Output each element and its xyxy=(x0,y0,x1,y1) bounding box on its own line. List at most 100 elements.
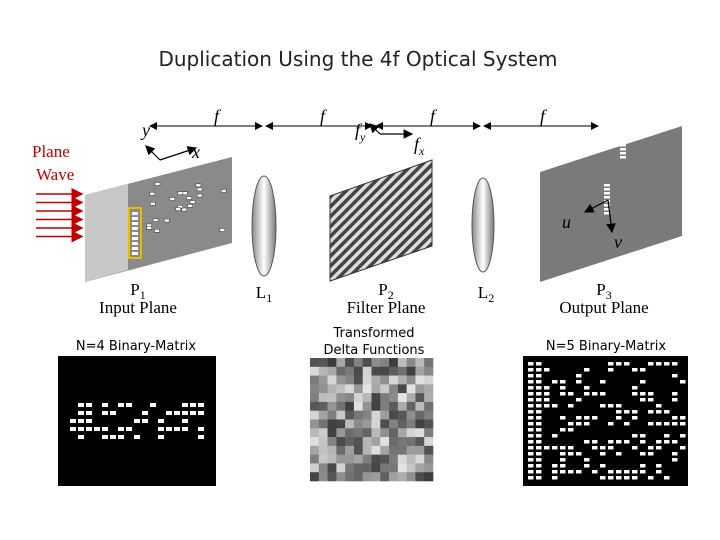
matrix-dot xyxy=(528,440,534,444)
filter-cell xyxy=(397,445,407,455)
matrix-dot xyxy=(560,470,566,474)
filter-cell xyxy=(336,358,346,368)
filter-cell xyxy=(353,384,364,394)
matrix-dot xyxy=(568,446,574,450)
matrix-dot xyxy=(656,404,662,408)
matrix-dot xyxy=(632,416,638,420)
matrix-dot xyxy=(182,411,188,415)
matrix-dot xyxy=(648,446,654,450)
filter-cell xyxy=(389,472,399,482)
pattern-dot xyxy=(149,191,156,196)
matrix-dot xyxy=(198,403,204,407)
matrix-dot xyxy=(568,404,574,408)
matrix-dot xyxy=(528,446,534,450)
matrix-dot xyxy=(560,416,566,420)
matrix-dot xyxy=(616,440,622,444)
pattern-dot xyxy=(132,222,138,225)
matrix-dot xyxy=(584,422,590,426)
filter-cell xyxy=(336,463,346,473)
image-caption: Transformed xyxy=(333,326,415,341)
image-caption: N=4 Binary-Matrix xyxy=(76,339,196,354)
filter-cell xyxy=(397,366,407,376)
filter-cell xyxy=(397,472,407,482)
matrix-dot xyxy=(118,403,124,407)
filter-cell xyxy=(406,419,416,429)
matrix-dot xyxy=(544,404,550,408)
filter-cell xyxy=(318,358,328,368)
filter-cell xyxy=(327,454,337,464)
matrix-dot xyxy=(624,476,630,480)
filter-cell xyxy=(310,410,320,420)
filter-cell xyxy=(336,393,346,403)
matrix-dot xyxy=(142,411,148,415)
axis-label: fx xyxy=(414,134,425,158)
matrix-dot xyxy=(536,386,542,390)
filter-cell xyxy=(318,463,328,473)
matrix-dot xyxy=(536,416,542,420)
filter-cell xyxy=(336,410,346,420)
filter-cell xyxy=(310,401,320,412)
filter-cell xyxy=(424,472,434,482)
filter-cell xyxy=(336,401,346,412)
filter-cell xyxy=(362,384,372,394)
matrix-dot xyxy=(680,422,686,426)
matrix-dot xyxy=(672,362,678,366)
matrix-dot xyxy=(544,368,550,372)
filter-cell xyxy=(353,472,364,482)
filter-cell xyxy=(310,472,320,482)
filter-cell xyxy=(327,366,337,376)
filter-cell xyxy=(397,401,407,412)
matrix-dot xyxy=(584,464,590,468)
matrix-dot xyxy=(536,362,542,366)
plane-name: Output Plane xyxy=(559,298,648,317)
matrix-dot xyxy=(528,416,534,420)
matrix-dot xyxy=(552,464,558,468)
filter-cell xyxy=(327,410,337,420)
rays xyxy=(36,188,84,243)
filter-cell xyxy=(336,428,346,438)
matrix-dot xyxy=(536,428,542,432)
matrix-dot xyxy=(528,398,534,402)
matrix-dot xyxy=(648,422,654,426)
filter-cell xyxy=(353,454,364,464)
filter-cell xyxy=(397,419,407,429)
filter-cell xyxy=(353,393,364,403)
filter-cell xyxy=(397,463,407,473)
matrix-dot xyxy=(616,470,622,474)
filter-cell xyxy=(310,419,320,429)
pattern-dot xyxy=(195,183,202,188)
filter-cell xyxy=(318,393,328,403)
matrix-dot xyxy=(528,380,534,384)
matrix-dot xyxy=(560,458,566,462)
matrix-dot xyxy=(600,476,606,480)
matrix-dot xyxy=(600,446,606,450)
matrix-dot xyxy=(584,416,590,420)
matrix-dot xyxy=(584,386,590,390)
filter-cell xyxy=(310,437,320,447)
matrix-dot xyxy=(552,476,558,480)
matrix-dot xyxy=(528,422,534,426)
matrix-dot xyxy=(664,476,670,480)
matrix-dot xyxy=(86,403,92,407)
matrix-dot xyxy=(672,422,678,426)
matrix-dot xyxy=(672,374,678,378)
filter-cell xyxy=(310,366,320,376)
matrix-dot xyxy=(664,422,670,426)
matrix-dot xyxy=(640,380,646,384)
filter-cell xyxy=(362,366,372,376)
matrix-dot xyxy=(632,470,638,474)
filter-cell xyxy=(371,375,381,385)
input-plane-edge xyxy=(85,184,128,282)
filter-cell xyxy=(353,428,364,438)
highlight xyxy=(128,207,142,259)
pattern-dot xyxy=(186,196,192,200)
matrix-dot xyxy=(118,427,124,431)
matrix-dot xyxy=(608,368,614,372)
filter-cell xyxy=(380,463,390,473)
pattern-dot xyxy=(220,189,227,193)
matrix-dot xyxy=(78,403,84,407)
filter-cell xyxy=(397,384,407,394)
image-caption: N=5 Binary-Matrix xyxy=(546,339,666,354)
matrix-dot xyxy=(616,476,622,480)
